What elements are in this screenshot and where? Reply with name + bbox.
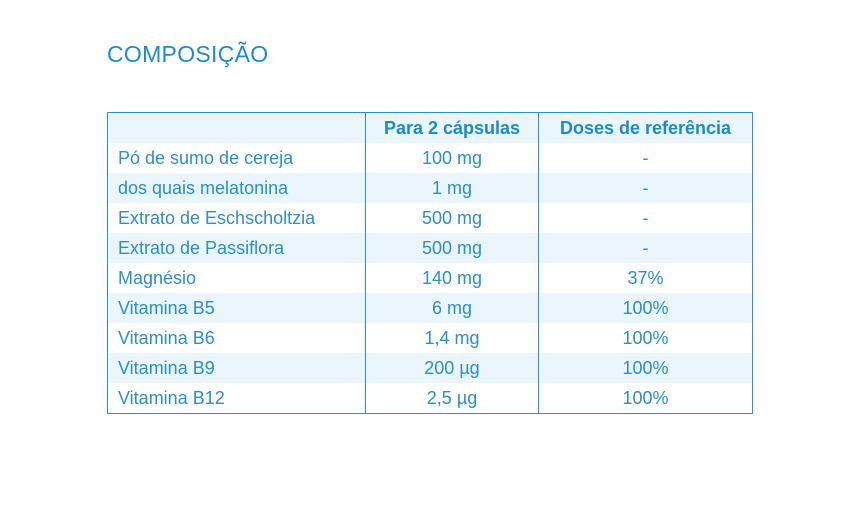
table-row: Vitamina B12 2,5 µg 100% bbox=[107, 383, 753, 414]
table-row: dos quais melatonina 1 mg - bbox=[107, 173, 753, 203]
table-row: Extrato de Passiflora 500 mg - bbox=[107, 233, 753, 263]
ingredient-name: dos quais melatonina bbox=[107, 173, 366, 203]
table-row: Vitamina B6 1,4 mg 100% bbox=[107, 323, 753, 353]
ingredient-amount: 100 mg bbox=[365, 143, 539, 173]
ingredient-name: Vitamina B9 bbox=[107, 353, 366, 383]
ingredient-name: Vitamina B12 bbox=[107, 383, 366, 414]
ingredient-reference: - bbox=[538, 173, 753, 203]
ingredient-name: Extrato de Eschscholtzia bbox=[107, 203, 366, 233]
ingredient-amount: 500 mg bbox=[365, 233, 539, 263]
ingredient-reference: - bbox=[538, 203, 753, 233]
ingredient-name: Vitamina B6 bbox=[107, 323, 366, 353]
ingredient-amount: 140 mg bbox=[365, 263, 539, 293]
page-title: COMPOSIÇÃO bbox=[107, 41, 269, 67]
ingredient-reference: - bbox=[538, 233, 753, 263]
header-ingredient bbox=[107, 112, 366, 143]
header-per-2-capsules: Para 2 cápsulas bbox=[365, 112, 539, 143]
ingredient-amount: 2,5 µg bbox=[365, 383, 539, 414]
ingredient-reference: 100% bbox=[538, 383, 753, 414]
table-row: Vitamina B5 6 mg 100% bbox=[107, 293, 753, 323]
ingredient-amount: 6 mg bbox=[365, 293, 539, 323]
ingredient-reference: 100% bbox=[538, 353, 753, 383]
composition-table: Para 2 cápsulas Doses de referência Pó d… bbox=[107, 112, 753, 414]
header-reference-doses: Doses de referência bbox=[538, 112, 753, 143]
ingredient-reference: - bbox=[538, 143, 753, 173]
table-header-row: Para 2 cápsulas Doses de referência bbox=[107, 112, 753, 143]
ingredient-amount: 1 mg bbox=[365, 173, 539, 203]
ingredient-amount: 200 µg bbox=[365, 353, 539, 383]
table-row: Magnésio 140 mg 37% bbox=[107, 263, 753, 293]
ingredient-name: Magnésio bbox=[107, 263, 366, 293]
ingredient-name: Extrato de Passiflora bbox=[107, 233, 366, 263]
ingredient-name: Pó de sumo de cereja bbox=[107, 143, 366, 173]
ingredient-amount: 1,4 mg bbox=[365, 323, 539, 353]
ingredient-name: Vitamina B5 bbox=[107, 293, 366, 323]
table-row: Pó de sumo de cereja 100 mg - bbox=[107, 143, 753, 173]
ingredient-reference: 100% bbox=[538, 293, 753, 323]
table-row: Vitamina B9 200 µg 100% bbox=[107, 353, 753, 383]
ingredient-amount: 500 mg bbox=[365, 203, 539, 233]
ingredient-reference: 100% bbox=[538, 323, 753, 353]
table-row: Extrato de Eschscholtzia 500 mg - bbox=[107, 203, 753, 233]
ingredient-reference: 37% bbox=[538, 263, 753, 293]
